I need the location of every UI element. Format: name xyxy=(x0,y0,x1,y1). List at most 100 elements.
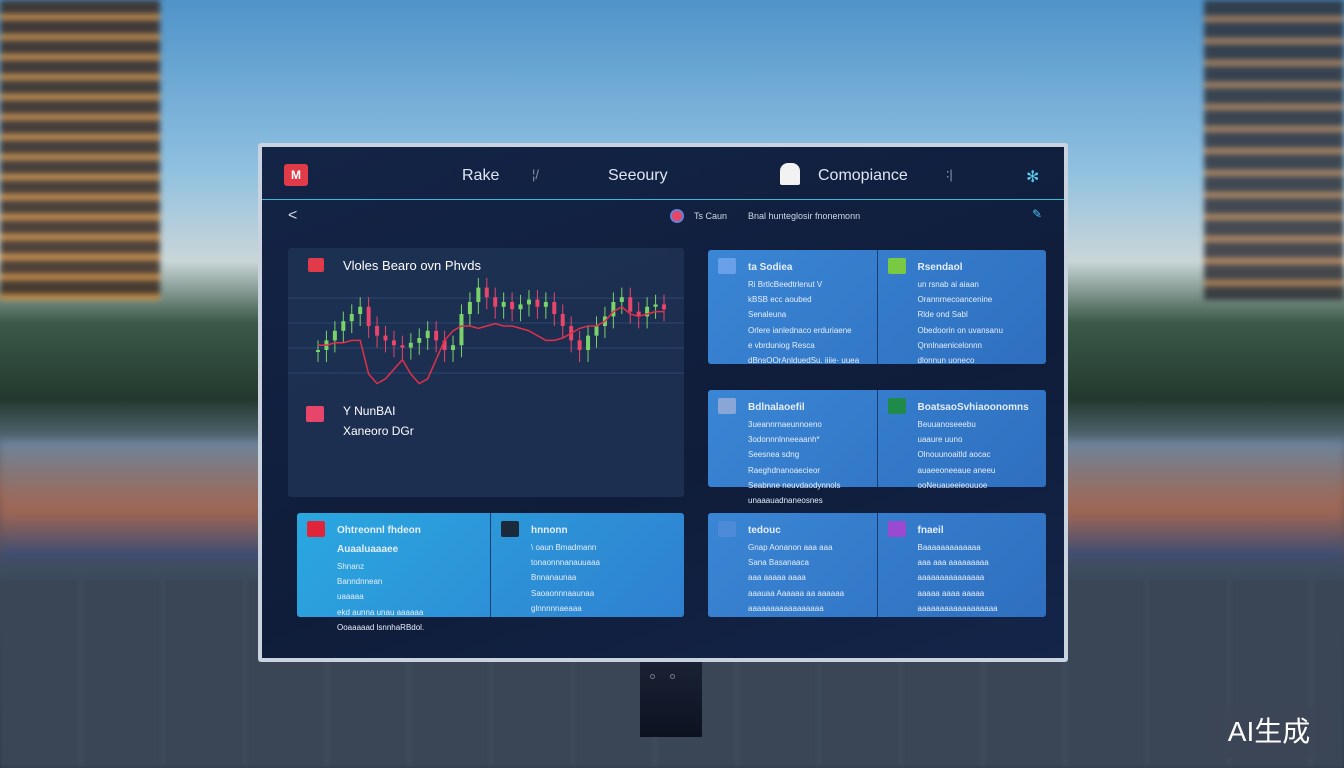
summary-label-1: Y NunBAI xyxy=(343,404,396,418)
candle xyxy=(451,345,456,350)
card-section: Bdlnalaoefil 3ueannrnaeunnoeno 3odonnnlnne… xyxy=(708,390,877,505)
candle xyxy=(586,335,591,350)
card-line: ooNeuaueeieouuoe xyxy=(917,480,988,490)
card-line: Gnap Aonanon aaa aaa xyxy=(748,543,833,552)
card-title: Ohtreonnl fhdeon Auaaluaaaee xyxy=(337,525,421,555)
status-message: Bnal hunteglosir fnonemonn xyxy=(748,211,861,221)
candle xyxy=(611,302,616,317)
card-line: Beuuanoseeebu xyxy=(917,420,976,429)
candle xyxy=(653,304,658,307)
candle xyxy=(552,302,557,314)
candle xyxy=(628,297,633,312)
card-line: aaaaaaaaaaaaaaa xyxy=(917,573,985,583)
card-line: auaeeoneeaue aneeu xyxy=(917,465,996,475)
watermark: AI生成 xyxy=(1205,705,1333,758)
candle xyxy=(391,340,396,346)
app-logo: M xyxy=(284,164,308,186)
card-line: Orlere ianlednaco erduriaene xyxy=(748,325,852,335)
card-line: tonaonnnanauuaaa xyxy=(531,558,600,568)
account-name: Ts Caun xyxy=(694,211,728,221)
card-line: aaaaa aaaa aaaaa xyxy=(917,588,985,598)
card-title: fnaeil xyxy=(917,525,944,536)
card-line: kBSB ecc aoubed xyxy=(748,295,812,305)
candle xyxy=(425,330,430,338)
card-line: Shnanz xyxy=(337,562,365,571)
candlestick-chart xyxy=(288,278,684,385)
info-card[interactable]: Ohtreonnl fhdeon Auaaluaaaee Shnanz Banndn… xyxy=(297,513,684,632)
card-line: e vbrduniog Resca xyxy=(748,340,815,350)
card-line: un rsnab ai aiaan xyxy=(917,280,979,289)
candle xyxy=(417,338,422,343)
candle xyxy=(594,326,599,336)
candle xyxy=(662,304,666,310)
candle xyxy=(375,326,380,336)
candle xyxy=(316,350,320,352)
card-line: Seesnea sdng Raeghdnanoaecieor xyxy=(748,450,821,475)
candle xyxy=(442,340,447,350)
candle xyxy=(476,287,481,302)
close-x-icon xyxy=(887,521,906,537)
candle xyxy=(383,335,388,341)
card-line: Obedoorin on uvansanu xyxy=(917,325,1003,335)
nav-mark-2: ∶| xyxy=(946,167,953,182)
card-title: BoatsaoSvhiaoonomns xyxy=(917,402,1029,413)
candle xyxy=(518,304,523,310)
card-line: uaaure uuno xyxy=(917,435,963,445)
card-section: Ohtreonnl fhdeon Auaaluaaaee Shnanz Banndn… xyxy=(297,513,490,632)
card-line: dBnsOOrAnlduedSu. iiiie· uuea xyxy=(748,355,860,365)
candle xyxy=(467,302,472,314)
card-line: unaaauadnaneosnes xyxy=(748,495,823,505)
user-icon xyxy=(718,521,736,537)
chart-icon xyxy=(308,258,324,272)
alert-icon xyxy=(307,521,325,537)
candle xyxy=(526,299,531,305)
card-line: 3ueannrnaeunnoeno xyxy=(748,420,822,429)
info-card[interactable]: ta Sodiea Ri BrtlcBeedtrlenut V kBSB ecc a… xyxy=(708,250,1047,365)
card-section: hnnonn \ oaun Bmadmann tonaonnnanauuaaa Bnn… xyxy=(490,513,684,617)
candle xyxy=(619,297,624,302)
shield-icon xyxy=(780,163,800,185)
trend-line xyxy=(318,305,664,385)
card-line: glnnnnnaeaaa xyxy=(531,603,582,613)
pencil-icon[interactable]: ✎ xyxy=(1032,207,1043,221)
candle xyxy=(493,297,498,307)
background-building-left xyxy=(0,0,160,300)
card-section: tedouc Gnap Aonanon aaa aaa Sana Basanaaca… xyxy=(708,513,877,617)
back-button[interactable]: < xyxy=(288,207,298,224)
monitor: M Rake ¦/ Seeoury Comopiance ∶| ✻ < Ts C… xyxy=(258,143,1068,662)
card-title: tedouc xyxy=(748,525,781,536)
nav-risk[interactable]: Rake xyxy=(462,167,500,184)
card-line: Saoaonnnaaunaa xyxy=(531,588,595,598)
nav-security[interactable]: Seeoury xyxy=(608,167,668,184)
document-icon xyxy=(887,398,906,414)
card-line: Bnnanaunaa xyxy=(531,573,577,583)
card-line: Ooaaaaad lsnnhaRBdol. xyxy=(337,622,425,632)
monitor-stand xyxy=(640,662,702,737)
nav-mark: ¦/ xyxy=(532,167,539,182)
card-line: Baaaaaaaaaaaaa xyxy=(917,543,981,552)
candle xyxy=(560,314,565,326)
card-section: Rsendaol un rsnab ai aiaan Orannrnecoancen… xyxy=(876,250,1047,365)
top-nav: M Rake ¦/ Seeoury Comopiance ∶| ✻ xyxy=(262,147,1064,200)
alert-icon xyxy=(306,406,324,422)
card-line: Olnouunoaitld aocac xyxy=(917,450,991,460)
account-avatar[interactable] xyxy=(670,209,684,223)
card-section: fnaeil Baaaaaaaaaaaaa aaa aaa aaaaaaaaa aaa… xyxy=(876,513,1047,617)
card-line: dlonnun uoneco xyxy=(917,355,975,365)
dashboard-screen: M Rake ¦/ Seeoury Comopiance ∶| ✻ < Ts C… xyxy=(262,147,1064,658)
settings-icon[interactable]: ✻ xyxy=(1026,169,1040,186)
candle xyxy=(358,306,363,314)
card-line: uaaaaa xyxy=(337,592,364,602)
candle xyxy=(636,311,641,317)
candle xyxy=(484,287,489,298)
info-card[interactable]: Bdlnalaoefil 3ueannrnaeunnoeno 3odonnnlnne… xyxy=(708,390,1046,505)
nav-compliance[interactable]: Comopiance xyxy=(818,167,908,184)
database-icon xyxy=(718,398,736,414)
card-title: ta Sodiea xyxy=(748,262,793,273)
card-line: aaa aaaaa aaaa xyxy=(748,573,806,583)
card-title: Bdlnalaoefil xyxy=(748,402,805,413)
card-line: Senaleuna xyxy=(748,310,787,320)
card-title: hnnonn xyxy=(531,525,568,536)
card-line: Seabnne neuvdaodynnols xyxy=(748,480,841,490)
info-card[interactable]: tedouc Gnap Aonanon aaa aaa Sana Basanaaca… xyxy=(708,513,1046,617)
